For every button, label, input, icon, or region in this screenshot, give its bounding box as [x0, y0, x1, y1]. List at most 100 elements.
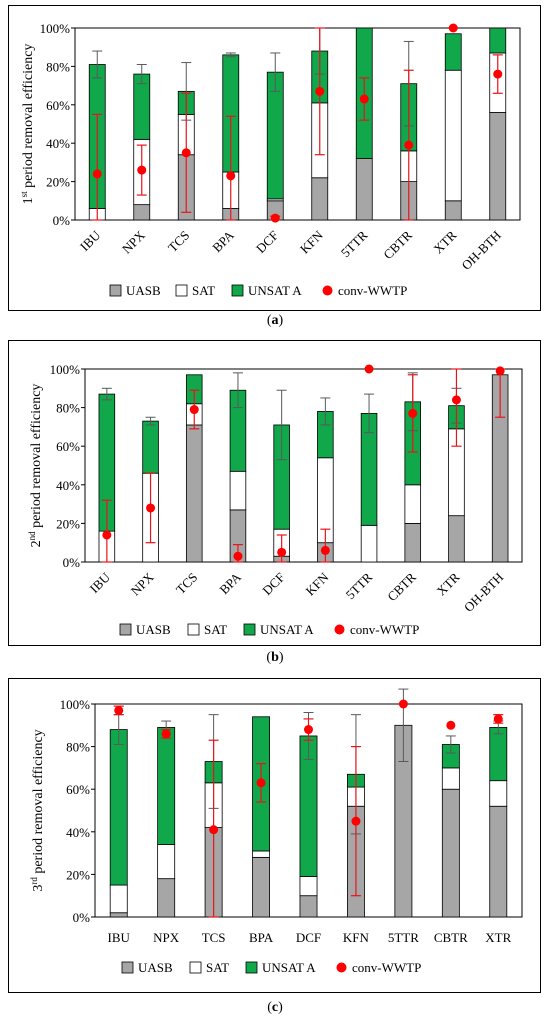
y-axis-label-text: period removal efficiency	[31, 729, 46, 877]
panel-c-label: c	[271, 1000, 279, 1015]
legend-conv-wwtp-label: conv-WWTP	[352, 960, 421, 975]
y-axis-label: 2nd period removal efficiency	[27, 384, 44, 548]
x-category-label: 5TTR	[338, 227, 371, 260]
x-category-label: CBTR	[384, 569, 419, 604]
x-category-label: XTR	[485, 930, 511, 945]
y-axis-label: 3rd period removal efficiency	[29, 729, 46, 891]
bar-unsat-a	[109, 729, 128, 886]
y-axis-label-number: 2	[29, 540, 44, 547]
legend-uasb-swatch	[121, 961, 134, 974]
panel-c-caption: (c)	[267, 1000, 283, 1015]
conv-wwtp-point	[270, 213, 280, 223]
y-tick-label: 60%	[46, 98, 70, 113]
x-category-label: TCS	[173, 570, 200, 597]
legend-sat-swatch	[175, 284, 188, 297]
conv-wwtp-point	[493, 714, 503, 724]
bar-sat	[404, 484, 422, 524]
y-tick-label: 20%	[66, 867, 90, 882]
conv-wwtp-point	[495, 366, 505, 376]
y-axis-label-superscript: st	[19, 191, 29, 198]
y-tick-label: 80%	[66, 740, 90, 755]
legend-conv-wwtp-swatch	[336, 962, 347, 973]
conv-wwtp-point	[161, 729, 171, 739]
bar-uasb	[157, 878, 176, 918]
y-tick-label: 0%	[53, 213, 71, 228]
legend-conv-wwtp-swatch	[334, 624, 345, 635]
legend-uasb-swatch	[119, 623, 132, 636]
x-category-label: XTR	[434, 569, 463, 598]
panel-b-label: b	[271, 650, 279, 665]
bar-uasb	[252, 856, 270, 918]
legend-uasb-label: UASB	[138, 960, 173, 975]
y-tick-label: 100%	[40, 21, 71, 36]
bar-uasb	[109, 912, 128, 918]
legend-sat-swatch	[187, 623, 200, 636]
bar-uasb	[355, 158, 373, 221]
x-category-label: DCF	[253, 228, 281, 256]
conv-wwtp-point	[351, 816, 361, 826]
bar-uasb	[489, 112, 507, 221]
x-category-label: OH-BTH	[461, 570, 506, 615]
y-tick-label: 0%	[73, 910, 91, 925]
legend-unsat-a-label: UNSAT A	[262, 960, 316, 975]
conv-wwtp-point	[448, 23, 458, 33]
x-category-label: KFN	[302, 569, 331, 598]
bar-sat	[444, 69, 462, 202]
legend-sat-label: SAT	[192, 283, 215, 298]
y-tick-label: 20%	[56, 516, 80, 531]
y-tick-label: 20%	[46, 175, 70, 190]
bar-sat	[229, 470, 247, 511]
legend-uasb-label: UASB	[126, 283, 161, 298]
legend-unsat-a-label: UNSAT A	[248, 283, 302, 298]
conv-wwtp-point	[233, 551, 243, 561]
conv-wwtp-point	[102, 530, 112, 540]
chart-c: 0% 20% 40% 60% 80% 100% 3rd period removal eff…	[29, 688, 523, 975]
x-category-label: IBU	[87, 569, 114, 596]
bar-sat	[489, 780, 508, 807]
x-category-label: 5TTR	[343, 569, 376, 602]
y-tick-label: 100%	[50, 362, 81, 377]
bar-uasb	[404, 523, 422, 563]
legend-sat-label: SAT	[204, 622, 227, 637]
y-tick-label: 40%	[46, 136, 70, 151]
legend-conv-wwtp-label: conv-WWTP	[338, 283, 407, 298]
x-category-label: NPX	[119, 227, 148, 256]
x-category-label: KFN	[343, 930, 370, 945]
y-tick-label: 80%	[46, 59, 70, 74]
conv-wwtp-point	[408, 408, 418, 418]
y-axis-label-number: 1	[21, 197, 36, 204]
bar-uasb	[448, 515, 465, 563]
x-category-label: TCS	[202, 930, 226, 945]
y-axis-label-superscript: nd	[27, 531, 37, 541]
conv-wwtp-point	[146, 503, 156, 513]
x-category-label: DCF	[259, 570, 287, 598]
conv-wwtp-point	[304, 725, 313, 735]
x-category-label: NPX	[153, 930, 180, 945]
conv-wwtp-point	[181, 148, 191, 158]
conv-wwtp-point	[256, 778, 266, 788]
conv-wwtp-point	[315, 86, 325, 96]
conv-wwtp-point	[226, 171, 236, 181]
legend-unsat-a-swatch	[243, 623, 256, 636]
bar-unsat-a	[489, 27, 507, 54]
bar-unsat-a	[157, 727, 176, 845]
y-tick-label: 40%	[56, 478, 80, 493]
x-category-label: KFN	[297, 227, 326, 256]
x-category-label: 5TTR	[388, 930, 419, 945]
plot-area-frame	[74, 27, 521, 221]
legend-conv-wwtp-swatch	[322, 285, 333, 296]
conv-wwtp-point	[359, 94, 369, 104]
legend-unsat-a-swatch	[245, 961, 258, 974]
x-category-label: XTR	[430, 227, 459, 256]
y-axis-label-number: 3	[31, 885, 46, 892]
conv-wwtp-point	[209, 825, 219, 835]
conv-wwtp-point	[493, 69, 503, 79]
x-category-label: OH-BTH	[459, 228, 504, 273]
plot-area-frame	[84, 368, 523, 563]
bar-sat	[441, 767, 460, 790]
bar-sat	[252, 850, 270, 858]
y-axis-label-text: period removal efficiency	[29, 384, 44, 532]
bar-sat	[299, 876, 318, 897]
x-category-label: NPX	[128, 569, 157, 598]
bar-unsat-a	[489, 727, 508, 782]
